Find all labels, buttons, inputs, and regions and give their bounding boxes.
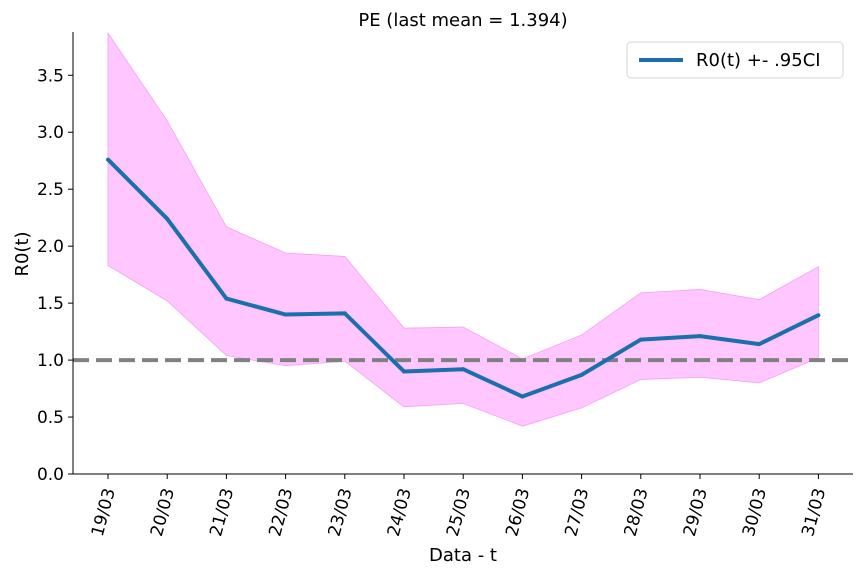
chart-title: PE (last mean = 1.394) [358,10,567,31]
x-tick-label: 27/03 [561,486,593,539]
legend-label: R0(t) +- .95CI [696,50,821,71]
data-point [402,369,406,374]
data-point [283,312,288,317]
data-point [224,296,229,301]
data-point [342,311,347,316]
x-tick-label: 30/03 [739,486,771,539]
x-tick-label: 21/03 [206,486,238,539]
y-tick-label: 2.0 [37,237,64,257]
legend-box [626,41,844,79]
data-point [106,157,110,162]
data-point [165,216,170,221]
data-point [757,342,762,347]
legend: R0(t) +- .95CI [626,41,844,79]
data-point [698,334,702,339]
x-tick-label: 24/03 [384,486,416,539]
x-tick-label: 19/03 [88,486,120,539]
y-tick-label: 3.0 [37,123,64,143]
x-tick-label: 22/03 [265,486,297,539]
y-tick-label: 0.5 [37,408,64,428]
x-tick-label: 20/03 [147,486,179,539]
x-axis-label: Data - t [429,545,497,566]
x-tick-label: 28/03 [621,486,653,539]
x-tick-label: 29/03 [680,486,712,539]
y-axis-label: R0(t) [12,231,33,276]
x-tick-label: 23/03 [325,486,357,539]
data-point [638,337,643,342]
y-tick-label: 0.0 [37,465,64,485]
x-tick-label: 25/03 [443,486,475,539]
y-tick-label: 3.5 [37,66,64,86]
y-tick-label: 1.5 [37,294,64,314]
x-tick-label: 31/03 [798,486,830,539]
data-point [461,367,466,372]
x-tick-label: 26/03 [502,486,534,539]
data-point [816,313,821,318]
y-tick-label: 2.5 [37,180,64,200]
data-point [579,372,584,377]
y-tick-label: 1.0 [37,351,64,371]
data-point [520,394,525,399]
confidence-band [107,31,819,427]
